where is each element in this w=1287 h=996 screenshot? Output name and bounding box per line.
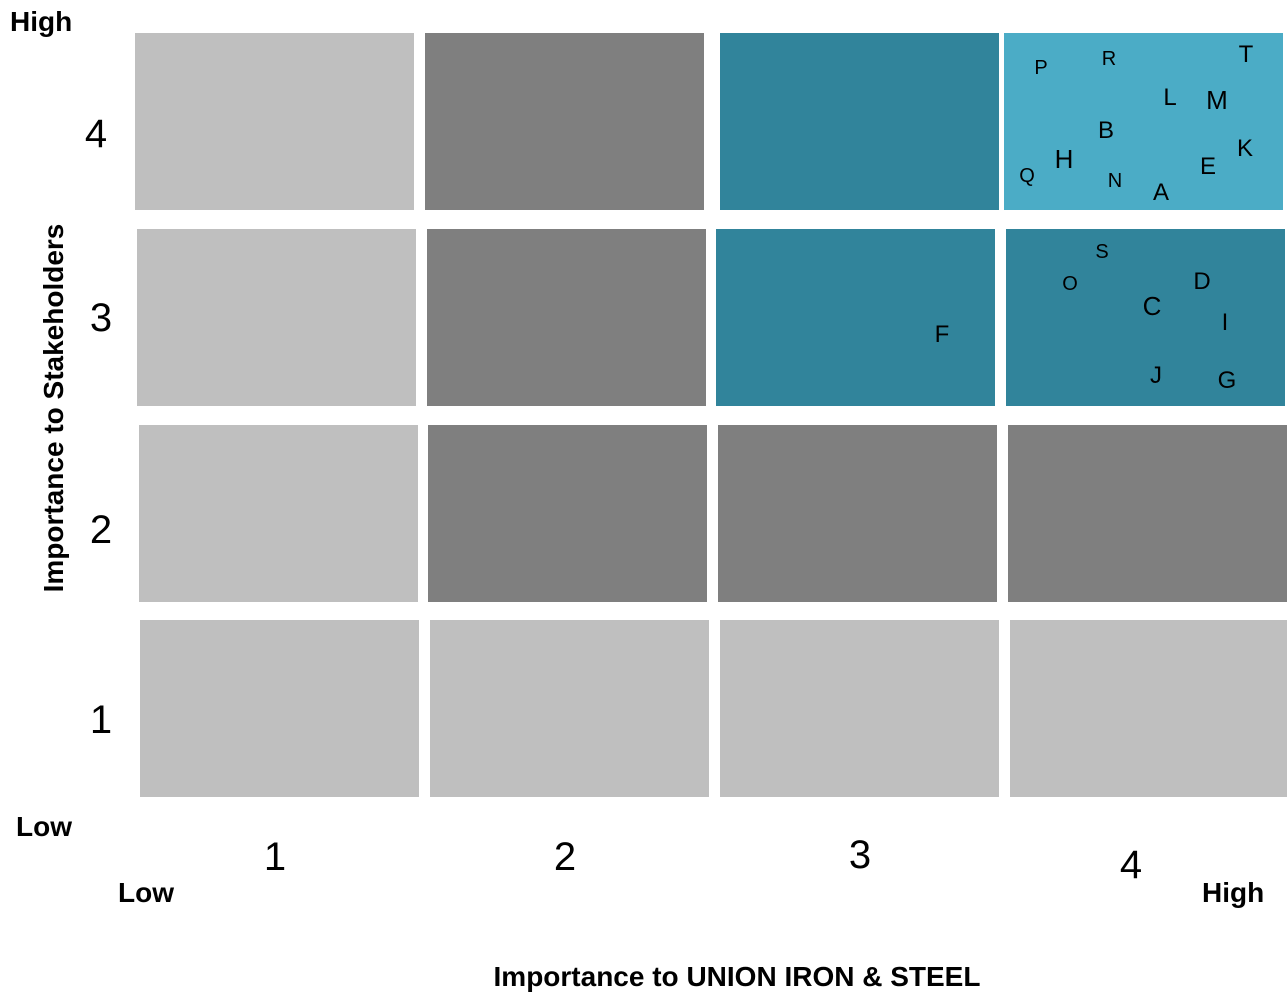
item-label-a: A <box>1152 179 1170 206</box>
x-axis-low-label: Low <box>118 877 174 908</box>
item-label-j: J <box>1150 362 1162 389</box>
item-label-f: F <box>934 321 950 348</box>
y-axis-low-label: Low <box>16 811 72 842</box>
matrix-cell-r3-c2 <box>427 229 706 406</box>
x-tick-3: 3 <box>848 833 872 877</box>
matrix-cell-r1-c4 <box>1010 620 1287 797</box>
y-axis-title: Importance to Stakeholders <box>38 223 69 593</box>
y-tick-1: 1 <box>89 698 113 742</box>
x-tick-2: 2 <box>553 835 577 879</box>
matrix-cell-r4-c1 <box>135 33 414 210</box>
matrix-cell-r1-c1 <box>140 620 419 797</box>
item-label-m: M <box>1206 85 1228 115</box>
matrix-cell-r4-c4 <box>1004 33 1283 210</box>
matrix-cell-r4-c3 <box>720 33 999 210</box>
item-label-b: B <box>1097 117 1115 144</box>
matrix-cell-r1-c2 <box>430 620 709 797</box>
matrix-cell-r2-c2 <box>428 425 707 602</box>
item-label-i: I <box>1221 309 1229 336</box>
item-label-c: C <box>1142 291 1162 321</box>
matrix-cell-r3-c1 <box>137 229 416 406</box>
matrix-cell-r3-c3 <box>716 229 995 406</box>
x-axis-title: Importance to UNION IRON & STEEL <box>493 961 981 992</box>
item-label-t: T <box>1238 41 1254 68</box>
item-label-h: H <box>1054 144 1074 174</box>
y-tick-3: 3 <box>89 296 113 340</box>
matrix-cell-r2-c4 <box>1008 425 1287 602</box>
matrix-cell-r3-c4 <box>1006 229 1285 406</box>
item-label-e: E <box>1199 153 1217 180</box>
x-axis-high-label: High <box>1202 877 1265 908</box>
item-label-g: G <box>1217 367 1237 394</box>
item-label-k: K <box>1236 135 1254 162</box>
x-tick-4: 4 <box>1119 843 1143 887</box>
item-label-d: D <box>1193 268 1211 295</box>
item-label-o: O <box>1062 273 1078 295</box>
matrix-cell-r1-c3 <box>720 620 999 797</box>
item-label-l: L <box>1163 84 1177 111</box>
item-label-q: Q <box>1019 165 1035 187</box>
matrix-cell-r4-c2 <box>425 33 704 210</box>
item-label-n: N <box>1107 170 1123 192</box>
y-tick-4: 4 <box>84 112 108 156</box>
item-label-r: R <box>1101 48 1117 70</box>
matrix-cell-r2-c3 <box>718 425 997 602</box>
item-label-p: P <box>1034 57 1048 79</box>
item-label-s: S <box>1095 241 1109 263</box>
y-axis-high-label: High <box>10 6 73 37</box>
x-tick-1: 1 <box>263 835 287 879</box>
y-tick-2: 2 <box>89 508 113 552</box>
matrix-cell-r2-c1 <box>139 425 418 602</box>
